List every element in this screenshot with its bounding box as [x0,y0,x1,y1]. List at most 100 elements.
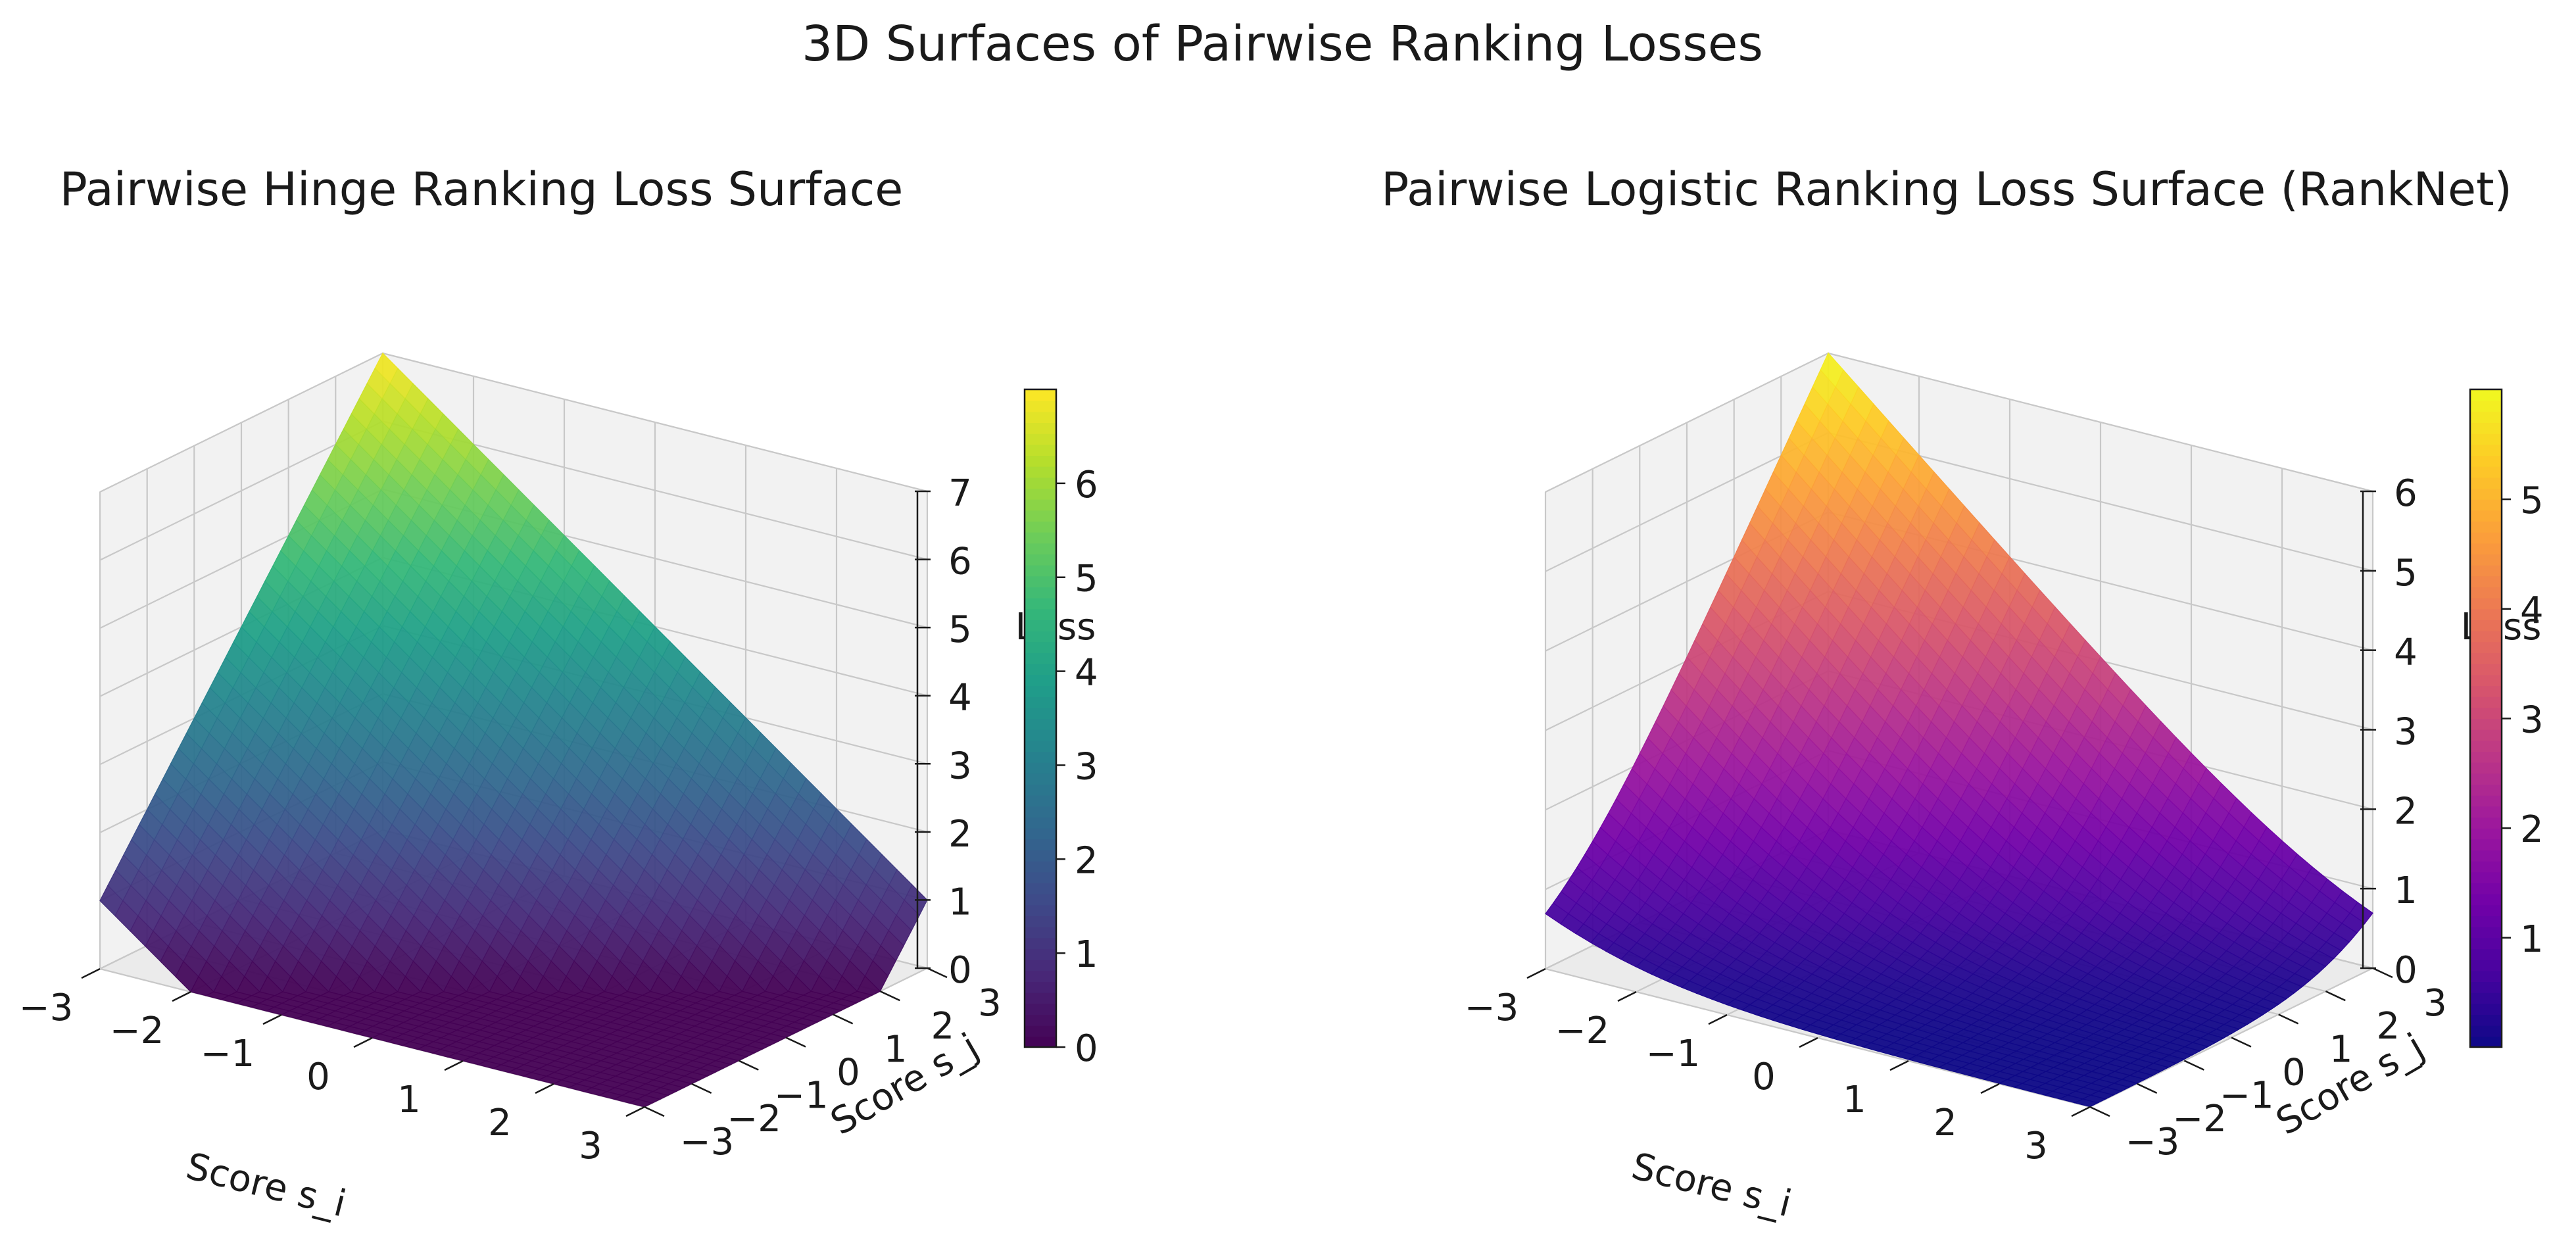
colorbar-segment [2470,564,2502,577]
x-tick-label: 1 [1843,1079,1866,1121]
colorbar-segment [2470,762,2502,774]
z-tick-label: 2 [2394,790,2418,833]
colorbar-segment [2470,521,2502,533]
colorbar-segment [2470,871,2502,883]
colorbar-segment [1025,400,1056,412]
colorbar-segment [2470,663,2502,675]
colorbar-segment [2470,641,2502,653]
colorbar-segment [2470,959,2502,971]
colorbar-segment [2470,433,2502,445]
z-tick-label: 4 [2394,631,2418,674]
colorbar-segment [1025,444,1056,456]
colorbar-segment [2470,751,2502,763]
colorbar-segment [2470,477,2502,489]
colorbar-segment [2470,1003,2502,1015]
z-tick-label: 4 [948,677,972,720]
colorbar-tick-label: 5 [2520,479,2544,522]
colorbar-segment [2470,510,2502,522]
colorbar-segment [1025,762,1056,774]
y-tick-label: 0 [837,1052,860,1094]
x-axis-label: Score s_i [1628,1145,1796,1226]
colorbar-segment [2470,850,2502,862]
colorbar-segment [2470,1025,2502,1037]
colorbar-segment [1025,871,1056,883]
colorbar-segment [1025,477,1056,489]
y-tick-label: −3 [680,1121,735,1163]
colorbar-segment [2470,948,2502,960]
colorbar: 0 1 2 3 4 5 6 [1023,388,1098,1070]
z-tick-label: 0 [2394,949,2418,992]
x-tick-label: 2 [1933,1102,1957,1144]
y-tick-label: 2 [931,1005,955,1048]
colorbar-tick-label: 1 [2520,918,2544,961]
colorbar-segment [2470,630,2502,643]
colorbar-segment [2470,839,2502,850]
subplot-title: Pairwise Logistic Ranking Loss Surface (… [1381,162,2512,216]
colorbar-segment [1025,620,1056,631]
colorbar-segment [1025,806,1056,818]
colorbar-tick-label: 3 [2520,698,2544,741]
x-tick-label: 0 [306,1056,330,1098]
colorbar-segment [1025,554,1056,566]
y-tick [2183,1060,2204,1071]
colorbar-segment [2470,400,2502,412]
colorbar-tick-label: 3 [1075,745,1098,788]
x-tick [81,967,101,979]
colorbar-segment [2470,652,2502,664]
colorbar-segment [2470,696,2502,708]
colorbar-segment [1025,608,1056,620]
loss-surface [1545,352,2373,1108]
colorbar-segment [2470,685,2502,697]
colorbar-segment [2470,926,2502,939]
logistic-loss-chart: Pairwise Logistic Ranking Loss Surface (… [1381,162,2544,1226]
y-tick [2137,1083,2158,1094]
y-tick [2278,1014,2299,1025]
colorbar-segment [1025,850,1056,862]
colorbar-segment [2470,543,2502,554]
colorbar-segment [2470,970,2502,982]
colorbar-segment [2470,992,2502,1004]
colorbar-tick-label: 1 [1075,933,1098,976]
colorbar-segment [2470,795,2502,807]
x-tick-label: −2 [110,1010,164,1052]
colorbar-segment [2470,620,2502,631]
colorbar-segment [1025,916,1056,927]
colorbar-segment [1025,685,1056,697]
colorbar: 1 2 3 4 5 [2469,388,2544,1048]
colorbar-segment [1025,893,1056,906]
x-tick-label: 0 [1752,1056,1776,1098]
y-tick [2089,1106,2110,1117]
y-tick [2325,991,2346,1002]
colorbar-segment [2470,718,2502,730]
colorbar-segment [1025,718,1056,730]
colorbar-segment [2470,773,2502,785]
subplot-title: Pairwise Hinge Ranking Loss Surface [60,162,904,216]
colorbar-segment [1025,663,1056,675]
colorbar-segment [2470,827,2502,840]
colorbar-tick-label: 4 [2520,589,2544,632]
x-tick [1708,1014,1728,1025]
x-tick-label: −2 [1555,1010,1610,1052]
colorbar-segment [2470,422,2502,434]
colorbar-segment [2470,597,2502,610]
y-tick [2231,1037,2252,1048]
colorbar-segment [2470,488,2502,500]
x-tick-label: 3 [2024,1125,2048,1167]
colorbar-segment [1025,948,1056,960]
colorbar-segment [1025,488,1056,500]
x-tick-label: −3 [1465,987,1519,1029]
hinge-loss-chart: Pairwise Hinge Ranking Loss Surface01234… [19,162,1098,1226]
colorbar-segment [1025,1003,1056,1015]
colorbar-segment [1025,751,1056,763]
z-tick-label: 7 [948,472,972,515]
colorbar-segment [1025,674,1056,686]
colorbar-segment [2470,389,2502,401]
colorbar-segment [2470,554,2502,566]
colorbar-segment [1025,510,1056,522]
y-tick-label: 1 [884,1028,908,1071]
colorbar-segment [1025,422,1056,434]
colorbar-segment [1025,959,1056,971]
colorbar-segment [2470,1014,2502,1026]
z-tick-label: 2 [948,813,972,856]
surface-patch [628,1098,654,1108]
